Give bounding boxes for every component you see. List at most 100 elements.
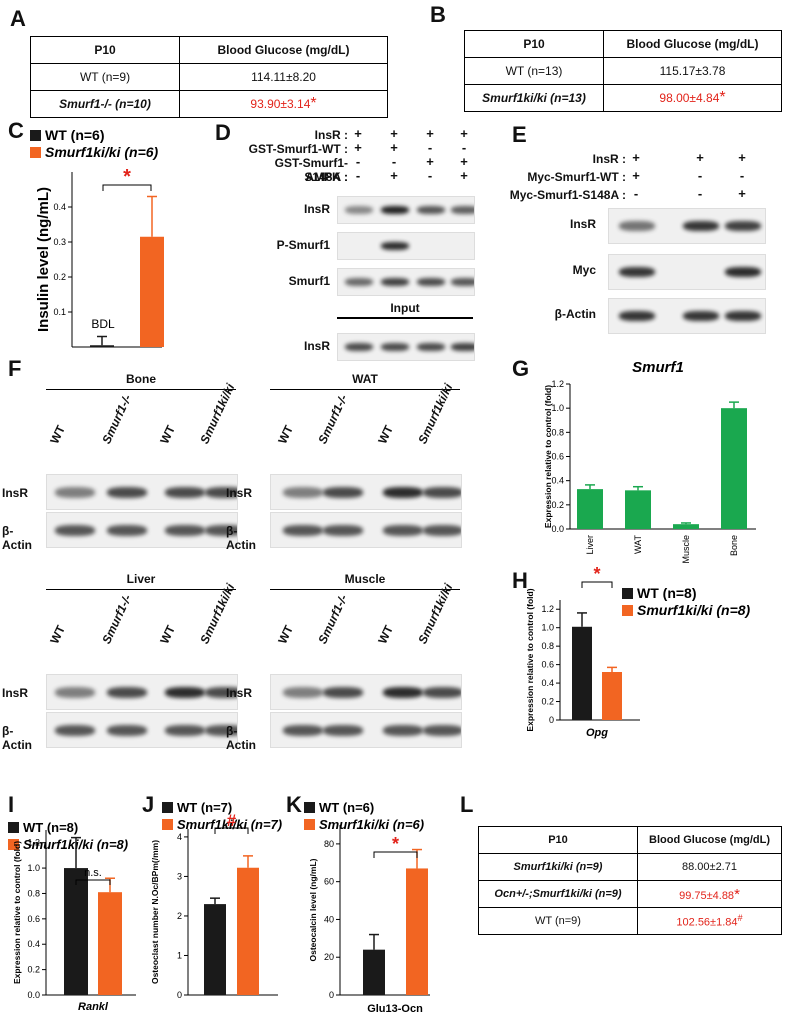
f-tissue-line-1 — [270, 389, 460, 390]
c-ytick-label-0: 0.1 — [53, 307, 66, 317]
d-sign-3-3: + — [460, 168, 468, 183]
c-bar-1 — [140, 236, 164, 347]
f-band-label-2-0: InsR — [2, 686, 29, 700]
c-ytick-label-1: 0.2 — [53, 272, 66, 282]
i-ytick-label-5: 1.0 — [27, 863, 40, 873]
j-ytick-label-2: 2 — [177, 911, 182, 921]
d-band-2-0 — [345, 278, 373, 286]
panel-letter-b: B — [430, 2, 446, 27]
f-band-3-1-2 — [383, 725, 423, 736]
k-sig-mark: * — [392, 834, 399, 854]
panel-letter-h: H — [512, 568, 528, 593]
table-b-r1c2: 115.17±3.78 — [603, 57, 782, 85]
j-sig-mark: # — [227, 811, 237, 830]
f-band-1-0-3 — [423, 487, 461, 498]
f-tissue-line-2 — [46, 589, 236, 590]
d-sign-0-2: + — [426, 126, 434, 141]
h-ylabel: Expression relative to control (fold) — [525, 588, 535, 731]
i-legend-swatch-0 — [8, 822, 19, 833]
table-l-r1c2: 88.00±2.71 — [637, 853, 782, 881]
f-tissue-label-1: WAT — [352, 372, 378, 386]
j-ytick-label-3: 3 — [177, 871, 182, 881]
panel-letter-f: F — [8, 356, 22, 381]
i-ytick-label-0: 0.0 — [27, 990, 40, 1000]
j-legend-label-0: WT (n=7) — [177, 800, 232, 815]
g-ytick-label-5: 1.0 — [551, 403, 564, 413]
table-b-h2: Blood Glucose (mg/dL) — [603, 30, 782, 58]
d-sign-0-1: + — [390, 126, 398, 141]
h-ytick-label-3: 0.6 — [541, 660, 554, 670]
k-legend-swatch-0 — [304, 802, 315, 813]
f-band-1-1-0 — [283, 525, 323, 536]
f-blot-3-0 — [270, 674, 462, 710]
panel-letter-k: K — [286, 792, 302, 817]
f-blot-1-1 — [270, 512, 462, 548]
f-band-label-3-1: β-Actin — [226, 724, 256, 752]
f-band-2-0-0 — [55, 687, 95, 698]
d-sign-0-3: + — [460, 126, 468, 141]
g-xtick-label-0: Liver — [585, 535, 595, 555]
c-sig-bracket — [102, 184, 152, 191]
h-sig-mark: * — [593, 564, 600, 584]
g-bar-0 — [577, 489, 603, 529]
g-bar-2 — [673, 524, 699, 529]
k-ytick-label-1: 20 — [324, 952, 334, 962]
c-bar-0 — [90, 345, 114, 347]
h-ytick-label-2: 0.4 — [541, 678, 554, 688]
f-band-1-0-2 — [383, 487, 423, 498]
panel-letter-i: I — [8, 792, 15, 817]
k-xlabel: Glu13-Ocn — [367, 1003, 423, 1015]
k-sig-bracket — [373, 851, 418, 858]
k-bar-0 — [363, 949, 385, 995]
f-band-1-0-0 — [283, 487, 323, 498]
d-sign-1-0: + — [354, 140, 362, 155]
table-a-h2: Blood Glucose (mg/dL) — [179, 36, 388, 64]
f-band-1-1-1 — [323, 525, 363, 536]
d-sign-1-2: - — [427, 140, 433, 155]
d-input-line — [337, 317, 473, 319]
e-band-label-1: Myc — [572, 263, 596, 277]
k-legend-swatch-1 — [304, 819, 315, 830]
d-sign-0-0: + — [354, 126, 362, 141]
i-sig-mark: n.s. — [84, 867, 102, 879]
e-sign-2-2: + — [738, 186, 746, 201]
c-legend-swatch-0 — [30, 130, 41, 141]
e-condition-label-2: Myc-Smurf1-S148A : — [509, 188, 626, 202]
d-band-0-1 — [381, 206, 409, 214]
g-xtick-label-3: Bone — [729, 535, 739, 556]
f-tissue-label-2: Liver — [126, 572, 156, 586]
g-ytick-label-3: 0.6 — [551, 452, 564, 462]
h-ytick-label-4: 0.8 — [541, 641, 554, 651]
c-legend-label-0: WT (n=6) — [45, 127, 105, 143]
d-condition-label-3: AMPK : — [305, 170, 348, 184]
e-sign-1-2: - — [739, 168, 745, 183]
e-sign-0-0: + — [632, 150, 640, 165]
d-band-label-0: InsR — [303, 202, 330, 216]
f-tissue-line-3 — [270, 589, 460, 590]
panel-letter-g: G — [512, 356, 530, 381]
f-band-0-1-3 — [205, 525, 237, 536]
table-b: P10 Blood Glucose (mg/dL) WT (n=13) 115.17… — [464, 30, 782, 112]
f-band-2-1-1 — [107, 725, 147, 736]
table-b-r1c1: WT (n=13) — [464, 57, 604, 85]
i-sig-bracket — [75, 879, 111, 885]
i-xlabel: Rankl — [78, 1001, 109, 1013]
f-band-label-3-0: InsR — [226, 686, 253, 700]
i-ylabel: Expression relative to control (fold) — [12, 841, 22, 984]
e-sign-2-0: - — [633, 186, 639, 201]
f-blot-0-1 — [46, 512, 238, 548]
g-ytick-label-1: 0.2 — [551, 500, 564, 510]
f-band-label-2-1: β-Actin — [2, 724, 32, 752]
f-blot-2-0 — [46, 674, 238, 710]
c-sig-mark: * — [123, 166, 131, 188]
f-band-0-1-0 — [55, 525, 95, 536]
f-band-3-1-1 — [323, 725, 363, 736]
table-b-r2star: * — [719, 89, 726, 106]
d-band-label-2: Smurf1 — [288, 274, 330, 288]
table-l-r2c1: Ocn+/-;Smurf1ki/ki (n=9) — [478, 880, 638, 908]
k-ytick-label-0: 0 — [329, 990, 334, 1000]
table-b-r2c1: Smurf1ki/ki (n=13) — [464, 84, 604, 112]
d-band-3-0 — [345, 343, 373, 351]
d-band-0-2 — [417, 206, 445, 214]
